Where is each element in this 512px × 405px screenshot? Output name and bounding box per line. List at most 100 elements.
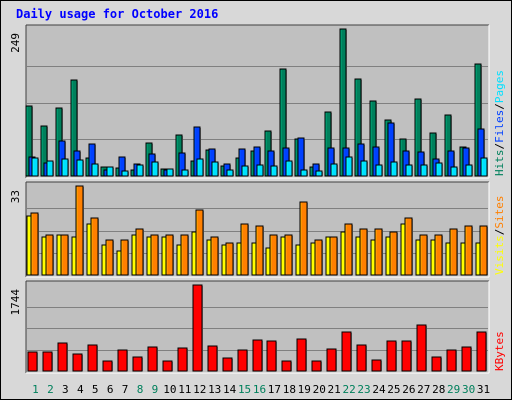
x-tick-label-day-14: 14: [223, 383, 237, 396]
hits-pages-bar-28: [435, 162, 443, 177]
x-tick-label-day-15: 15: [238, 383, 251, 396]
hits-legend-item-0: Hits: [493, 150, 506, 177]
kbytes-legend-item-0: KBytes: [493, 331, 506, 371]
kbytes-kbytes-bar-26: [401, 340, 412, 372]
x-tick-label-day-3: 3: [62, 383, 69, 396]
visits-sites-bar-27: [419, 234, 428, 276]
hits-pages-bar-22: [345, 156, 353, 177]
x-tick-label-day-24: 24: [372, 383, 386, 396]
kbytes-kbytes-bar-30: [461, 346, 472, 372]
hits-pages-bar-4: [76, 159, 84, 177]
kbytes-kbytes-bar-10: [162, 360, 173, 372]
hits-pages-bar-14: [226, 169, 234, 177]
kbytes-kbytes-bar-2: [42, 351, 53, 372]
visits-sites-bar-17: [269, 234, 278, 276]
kbytes-kbytes-bar-31: [476, 331, 487, 372]
panels: 249Hits/Files/Pages33Visits/Sites1744KBy…: [9, 24, 506, 374]
visits-sites-bar-20: [314, 239, 323, 276]
x-axis-labels: 1 2 3 4 5 6 7 8 9 10 11 12 13 14 15 16 17 18 19 20 21 22 23 24 2…: [32, 383, 490, 396]
kbytes-kbytes-bar-19: [296, 338, 307, 372]
x-tick-label-day-9: 9: [152, 383, 159, 396]
hits-pages-bar-26: [405, 164, 413, 177]
kbytes-bars: [27, 284, 487, 372]
visits-sites-bar-18: [284, 234, 293, 276]
x-tick-label-day-25: 25: [387, 383, 400, 396]
hits-pages-bar-18: [285, 160, 293, 177]
hits-pages-bar-29: [450, 166, 458, 177]
x-tick-label-day-27: 27: [417, 383, 430, 396]
hits-pages-bar-17: [270, 165, 278, 177]
hits-bars: [25, 28, 488, 177]
kbytes-legend: KBytes: [493, 331, 506, 371]
hits-pages-bar-1: [31, 157, 39, 177]
hits-pages-bar-8: [136, 164, 144, 177]
x-tick-label-day-20: 20: [313, 383, 326, 396]
hits-pages-bar-31: [480, 157, 488, 177]
hits-pages-bar-11: [181, 169, 189, 177]
x-tick-label-day-22: 22: [342, 383, 355, 396]
visits-sites-bar-12: [195, 209, 204, 276]
panel-visits: 33 Visits/Sites: [9, 181, 506, 278]
hits-pages-bar-7: [121, 170, 129, 177]
hits-legend-item-3: /: [493, 103, 506, 110]
kbytes-kbytes-bar-29: [446, 349, 457, 372]
x-tick-label-day-10: 10: [163, 383, 176, 396]
kbytes-kbytes-bar-8: [132, 356, 143, 372]
kbytes-kbytes-bar-9: [147, 346, 158, 372]
kbytes-kbytes-bar-21: [326, 348, 337, 372]
visits-sites-bar-16: [255, 225, 264, 276]
visits-sites-bar-10: [165, 234, 174, 276]
x-tick-label-day-13: 13: [208, 383, 221, 396]
kbytes-kbytes-bar-22: [341, 331, 352, 372]
hits-pages-bar-19: [300, 169, 308, 177]
visits-sites-bar-25: [389, 231, 398, 276]
kbytes-kbytes-bar-4: [72, 353, 83, 372]
kbytes-kbytes-bar-5: [87, 344, 98, 372]
chart-title: Daily usage for October 2016: [16, 7, 218, 21]
hits-legend-item-4: Pages: [493, 70, 506, 103]
x-tick-label-day-16: 16: [253, 383, 266, 396]
x-tick-label-day-12: 12: [193, 383, 206, 396]
hits-pages-bar-30: [465, 164, 473, 177]
hits-pages-bar-13: [211, 161, 219, 177]
visits-legend: Visits/Sites: [493, 196, 506, 276]
visits-sites-bar-28: [434, 234, 443, 276]
hits-pages-bar-24: [375, 164, 383, 177]
visits-bars: [26, 185, 488, 276]
kbytes-kbytes-bar-3: [57, 342, 68, 372]
visits-sites-bar-4: [75, 185, 84, 276]
visits-max-label: 33: [9, 190, 22, 203]
hits-pages-bar-21: [330, 163, 338, 177]
hits-pages-bar-23: [360, 160, 368, 177]
kbytes-kbytes-bar-25: [386, 340, 397, 372]
x-tick-label-day-30: 30: [462, 383, 475, 396]
kbytes-kbytes-bar-24: [371, 359, 382, 372]
x-tick-label-day-6: 6: [107, 383, 114, 396]
panel-kbytes: 1744 KBytes: [9, 280, 506, 374]
visits-sites-bar-11: [180, 234, 189, 276]
visits-sites-bar-3: [60, 234, 69, 276]
visits-legend-item-0: Visits: [493, 235, 506, 275]
visits-sites-bar-15: [240, 223, 249, 276]
x-tick-label-day-4: 4: [77, 383, 84, 396]
kbytes-kbytes-bar-16: [252, 339, 263, 372]
x-tick-label-day-26: 26: [402, 383, 415, 396]
visits-sites-bar-8: [135, 228, 144, 276]
hits-pages-bar-2: [46, 160, 54, 177]
x-tick-label-day-17: 17: [268, 383, 281, 396]
x-tick-label-day-5: 5: [92, 383, 99, 396]
visits-sites-bar-2: [45, 234, 54, 276]
hits-max-label: 249: [9, 33, 22, 53]
kbytes-kbytes-bar-6: [102, 360, 113, 372]
hits-pages-bar-15: [241, 165, 249, 177]
x-tick-label-day-18: 18: [283, 383, 296, 396]
visits-sites-bar-13: [210, 236, 219, 276]
visits-sites-bar-26: [404, 217, 413, 276]
hits-pages-bar-6: [106, 166, 114, 177]
kbytes-kbytes-bar-7: [117, 349, 128, 372]
hits-pages-bar-27: [420, 164, 428, 177]
kbytes-kbytes-bar-12: [192, 284, 203, 372]
visits-sites-bar-21: [329, 236, 338, 276]
hits-pages-bar-20: [315, 170, 323, 177]
